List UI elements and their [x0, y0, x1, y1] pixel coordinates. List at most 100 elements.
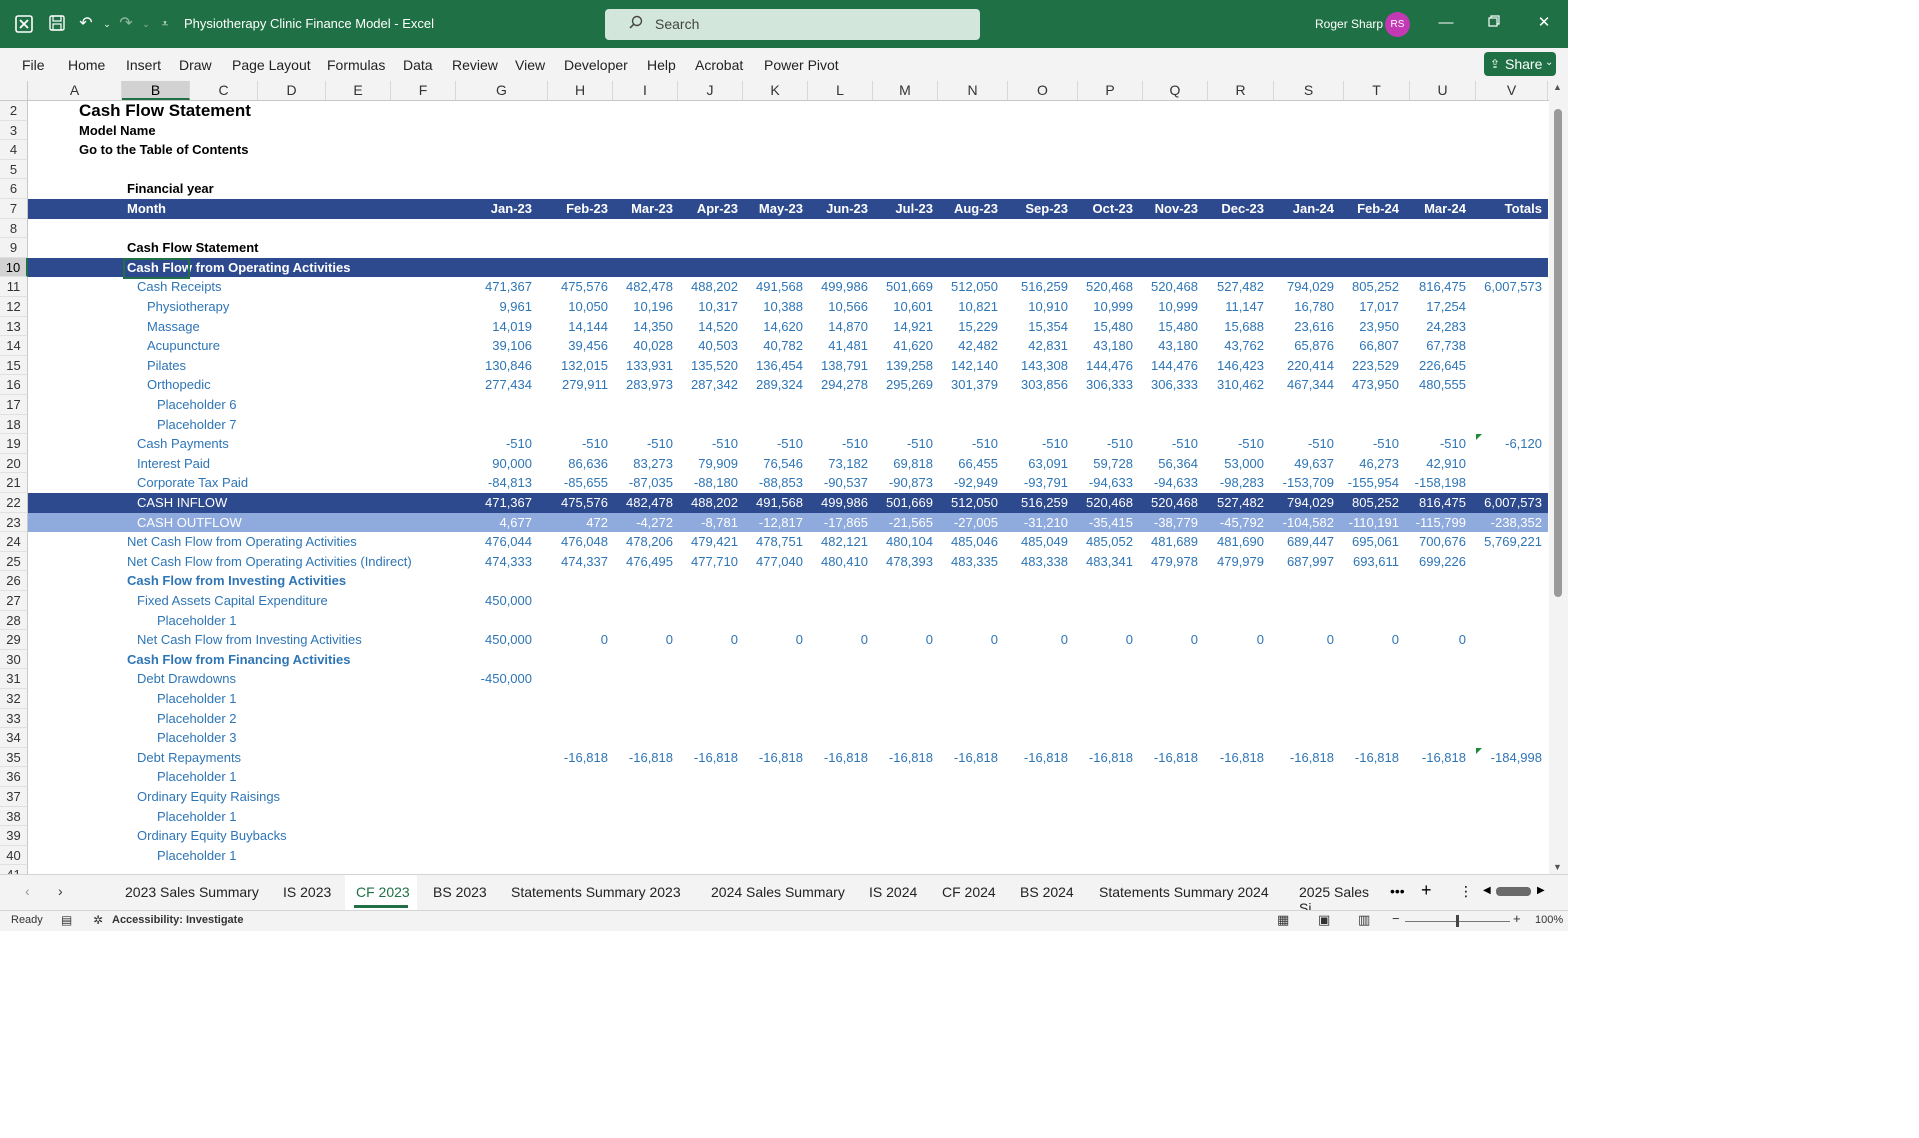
value-cell[interactable]: -16,818	[1289, 749, 1334, 765]
month-header-cell[interactable]: Totals	[1504, 201, 1542, 216]
value-cell[interactable]: -6,120	[1505, 436, 1542, 452]
row-header-16[interactable]: 16	[0, 375, 28, 395]
value-cell[interactable]: -510	[505, 436, 532, 452]
column-header-s[interactable]: S	[1274, 81, 1344, 100]
value-cell[interactable]: -510	[1171, 436, 1198, 452]
value-cell[interactable]: 10,821	[958, 299, 998, 314]
value-cell[interactable]: -45,792	[1219, 514, 1264, 530]
tab-statements-summary-2024[interactable]: Statements Summary 2024	[1099, 884, 1269, 900]
row-label[interactable]: Pilates	[147, 357, 187, 373]
value-cell[interactable]: 226,645	[1419, 357, 1466, 373]
value-cell[interactable]: 59,728	[1093, 455, 1133, 471]
value-cell[interactable]: 0	[665, 632, 673, 648]
sheet-title[interactable]: Cash Flow Statement	[79, 101, 251, 120]
column-header-c[interactable]: C	[190, 81, 258, 100]
horizontal-scrollbar-thumb[interactable]	[1496, 887, 1531, 896]
value-cell[interactable]: 520,468	[1086, 279, 1133, 295]
value-cell[interactable]: 527,482	[1217, 495, 1264, 510]
column-header-p[interactable]: P	[1078, 81, 1143, 100]
column-header-f[interactable]: F	[391, 81, 456, 100]
month-header-cell[interactable]: Sep-23	[1025, 201, 1068, 216]
row-header-40[interactable]: 40	[0, 845, 28, 866]
value-cell[interactable]: 42,482	[958, 338, 998, 354]
value-cell[interactable]: 473,950	[1352, 377, 1399, 393]
row-header-27[interactable]: 27	[0, 591, 28, 611]
month-label[interactable]: Month	[127, 201, 166, 216]
row-label[interactable]: Placeholder 1	[157, 612, 237, 628]
value-cell[interactable]: -16,818	[1088, 749, 1133, 765]
row-header-7[interactable]: 7	[0, 199, 28, 219]
add-sheet-icon[interactable]: +	[1421, 880, 1432, 900]
column-header-o[interactable]: O	[1008, 81, 1078, 100]
zoom-slider-handle[interactable]	[1456, 915, 1459, 927]
value-cell[interactable]: 14,620	[763, 318, 803, 334]
row-label[interactable]: Net Cash Flow from Operating Activities	[127, 534, 357, 550]
value-cell[interactable]: -510	[971, 436, 998, 452]
value-cell[interactable]: 488,202	[691, 495, 738, 510]
value-cell[interactable]: 485,046	[951, 534, 998, 550]
row-label[interactable]: Placeholder 7	[157, 416, 237, 432]
search-input[interactable]: Search	[605, 9, 980, 40]
value-cell[interactable]: 480,555	[1419, 377, 1466, 393]
row-label[interactable]: Interest Paid	[137, 455, 210, 471]
value-cell[interactable]: 53,000	[1224, 455, 1264, 471]
value-cell[interactable]: 63,091	[1028, 455, 1068, 471]
value-cell[interactable]: 481,690	[1217, 534, 1264, 550]
row-label[interactable]: Net Cash Flow from Operating Activities …	[127, 553, 412, 569]
month-header-cell[interactable]: Jul-23	[895, 201, 933, 216]
column-header-b[interactable]: B	[122, 81, 190, 100]
column-header-d[interactable]: D	[258, 81, 326, 100]
value-cell[interactable]: 491,568	[756, 279, 803, 295]
menu-insert[interactable]: Insert	[126, 57, 162, 73]
row-header-34[interactable]: 34	[0, 728, 28, 748]
undo-icon[interactable]: ↶	[79, 15, 93, 32]
month-header-cell[interactable]: Apr-23	[696, 201, 738, 216]
value-cell[interactable]: 10,566	[828, 299, 868, 314]
zoom-in-icon[interactable]: +	[1513, 911, 1521, 926]
value-cell[interactable]: 482,478	[626, 279, 673, 295]
row-header-36[interactable]: 36	[0, 767, 28, 787]
row-label[interactable]: Placeholder 1	[157, 808, 237, 824]
value-cell[interactable]: 66,455	[958, 455, 998, 471]
column-header-j[interactable]: J	[678, 81, 743, 100]
section-title[interactable]: Cash Flow Statement	[127, 240, 259, 256]
value-cell[interactable]: 42,831	[1028, 338, 1068, 354]
menu-review[interactable]: Review	[452, 57, 498, 73]
next-sheet-icon[interactable]: ›	[58, 883, 63, 899]
zoom-level[interactable]: 100%	[1535, 914, 1564, 926]
value-cell[interactable]: 0	[1190, 632, 1198, 648]
row-header-29[interactable]: 29	[0, 630, 28, 650]
value-cell[interactable]: 15,229	[958, 318, 998, 334]
row-label[interactable]: Placeholder 2	[157, 710, 237, 726]
row-header-25[interactable]: 25	[0, 551, 28, 572]
value-cell[interactable]: 499,986	[821, 279, 868, 295]
value-cell[interactable]: 10,050	[568, 299, 608, 314]
value-cell[interactable]: 294,278	[821, 377, 868, 393]
value-cell[interactable]: 479,421	[691, 534, 738, 550]
menu-help[interactable]: Help	[647, 57, 676, 73]
value-cell[interactable]: 516,259	[1021, 279, 1068, 295]
value-cell[interactable]: 83,273	[633, 455, 673, 471]
value-cell[interactable]: 139,258	[886, 357, 933, 373]
value-cell[interactable]: 10,196	[633, 299, 673, 314]
value-cell[interactable]: 483,341	[1086, 553, 1133, 569]
value-cell[interactable]: 130,846	[485, 357, 532, 373]
value-cell[interactable]: 491,568	[756, 495, 803, 510]
row-header-26[interactable]: 26	[0, 571, 28, 591]
column-header-g[interactable]: G	[456, 81, 548, 100]
row-label[interactable]: Acupuncture	[147, 338, 220, 354]
value-cell[interactable]: 477,040	[756, 553, 803, 569]
value-cell[interactable]: 478,206	[626, 534, 673, 550]
value-cell[interactable]: 90,000	[492, 455, 532, 471]
menu-formulas[interactable]: Formulas	[327, 57, 386, 73]
column-header-r[interactable]: R	[1208, 81, 1274, 100]
value-cell[interactable]: 4,677	[499, 514, 532, 530]
row-label[interactable]: Orthopedic	[147, 377, 211, 393]
value-cell[interactable]: -16,818	[1153, 749, 1198, 765]
value-cell[interactable]: 501,669	[886, 495, 933, 510]
row-header-15[interactable]: 15	[0, 355, 28, 376]
value-cell[interactable]: 816,475	[1419, 279, 1466, 295]
month-header-cell[interactable]: Feb-23	[566, 201, 608, 216]
column-header-v[interactable]: V	[1476, 81, 1548, 100]
value-cell[interactable]: -90,537	[823, 475, 868, 491]
